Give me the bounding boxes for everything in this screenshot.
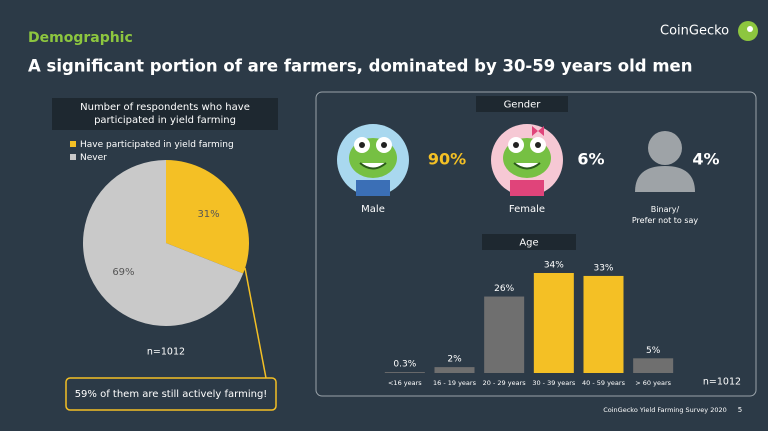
brand: CoinGecko bbox=[660, 24, 729, 39]
x-tick-label: 20 - 29 years bbox=[483, 379, 527, 387]
legend-label: Have participated in yield farming bbox=[80, 140, 234, 150]
age-title-box bbox=[482, 234, 576, 250]
female-bow bbox=[532, 126, 544, 136]
gender-label-wrap: Female bbox=[508, 204, 546, 215]
callout-line bbox=[244, 267, 267, 379]
pie-slice bbox=[166, 160, 249, 274]
bar bbox=[434, 367, 475, 373]
gender-label: Female bbox=[508, 204, 546, 215]
legend-label: Never bbox=[80, 153, 107, 163]
callout-text: 59% of them are still actively farming! bbox=[75, 389, 268, 400]
bar-value-label: 5% bbox=[646, 346, 661, 356]
person-body bbox=[635, 166, 695, 192]
bar bbox=[484, 296, 525, 373]
legend-swatch bbox=[70, 141, 76, 147]
male-frog-pupil bbox=[381, 142, 387, 148]
female-frog-pupil bbox=[513, 142, 519, 148]
section-title: Demographic bbox=[28, 30, 133, 46]
gender-value: 90% bbox=[428, 150, 466, 169]
bar bbox=[633, 358, 674, 373]
person-head bbox=[648, 131, 682, 165]
gender-label: Binary/ Prefer not to say bbox=[631, 205, 699, 225]
female-frog-pupil bbox=[535, 142, 541, 148]
bar bbox=[384, 372, 425, 373]
bar-note: n=1012 bbox=[703, 377, 741, 388]
pie-slice bbox=[82, 160, 244, 326]
x-tick-label: 40 - 59 years bbox=[582, 379, 626, 387]
bar-value-label: 26% bbox=[494, 284, 514, 294]
footer-page: 5 bbox=[738, 406, 742, 414]
x-tick-label: > 60 years bbox=[635, 379, 671, 387]
gender-value: 4% bbox=[692, 150, 719, 169]
brand-logo-eye bbox=[747, 26, 753, 32]
x-tick-label: <16 years bbox=[388, 379, 422, 387]
male-frog-body bbox=[356, 180, 390, 196]
callout-box bbox=[65, 377, 277, 411]
pie-value-label: 31% bbox=[197, 209, 219, 220]
female-frog-mouth bbox=[513, 162, 541, 170]
pie-title: Number of respondents who have participa… bbox=[80, 102, 250, 126]
pie-title-box bbox=[52, 98, 278, 130]
gender-title-box bbox=[476, 96, 568, 112]
x-tick-label: 30 - 39 years bbox=[532, 379, 576, 387]
bar bbox=[533, 273, 574, 373]
bar-value-label: 2% bbox=[447, 355, 462, 365]
bar bbox=[583, 275, 624, 373]
pie-note: n=1012 bbox=[147, 347, 185, 358]
right-panel bbox=[315, 91, 757, 397]
gender-label-wrap: Male bbox=[361, 204, 385, 215]
gender-label: Male bbox=[361, 204, 385, 215]
slide-title: A significant portion of are farmers, do… bbox=[28, 57, 692, 76]
male-frog-mouth bbox=[359, 162, 387, 170]
x-tick-label: 16 - 19 years bbox=[433, 379, 477, 387]
pie-value-label: 69% bbox=[112, 267, 134, 278]
footer-source: CoinGecko Yield Farming Survey 2020 bbox=[603, 406, 727, 414]
bar-value-label: 33% bbox=[593, 263, 613, 273]
bar-value-label: 0.3% bbox=[393, 360, 416, 370]
male-frog-pupil bbox=[359, 142, 365, 148]
bar-value-label: 34% bbox=[544, 261, 564, 271]
gender-label-wrap: Binary/ Prefer not to say bbox=[631, 205, 699, 225]
gender-title: Gender bbox=[504, 100, 542, 111]
female-frog-body bbox=[510, 180, 544, 196]
legend-swatch bbox=[70, 154, 76, 160]
age-title: Age bbox=[519, 238, 538, 249]
gender-value: 6% bbox=[577, 150, 604, 169]
pie-title-wrap: Number of respondents who have participa… bbox=[80, 102, 250, 126]
